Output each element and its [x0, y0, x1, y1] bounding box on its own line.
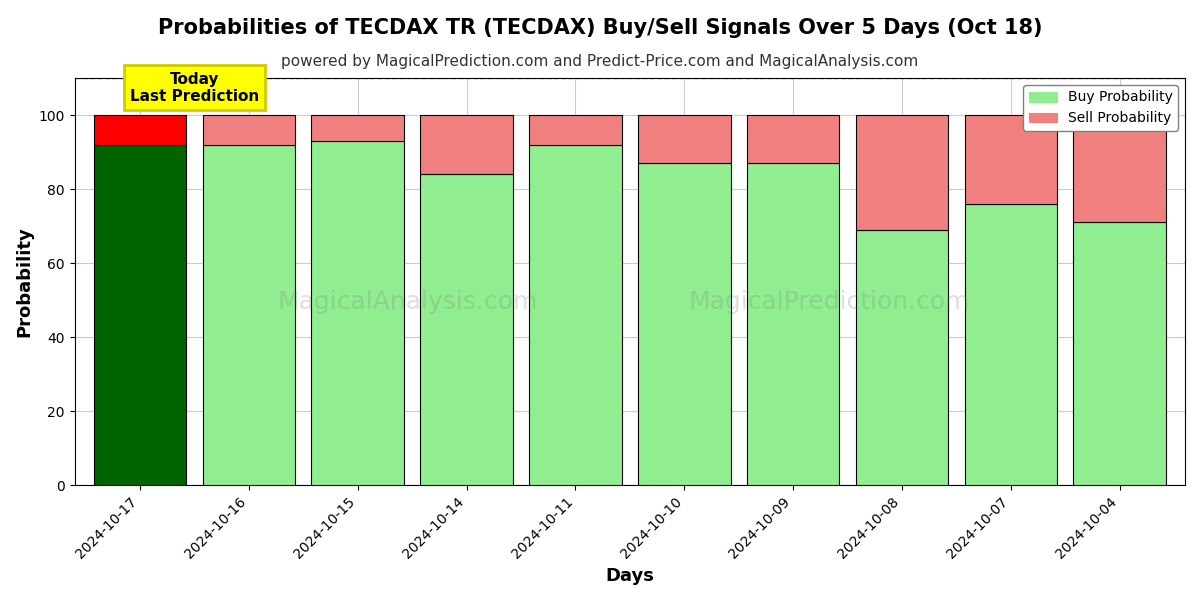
Bar [746, 163, 839, 485]
Text: Probabilities of TECDAX TR (TECDAX) Buy/Sell Signals Over 5 Days (Oct 18): Probabilities of TECDAX TR (TECDAX) Buy/… [157, 18, 1043, 38]
Legend: Buy Probability, Sell Probability: Buy Probability, Sell Probability [1024, 85, 1178, 131]
Bar [94, 115, 186, 145]
X-axis label: Days: Days [605, 567, 654, 585]
Bar [638, 115, 731, 163]
Bar [856, 230, 948, 485]
Bar [529, 115, 622, 145]
Bar [965, 115, 1057, 204]
Text: MagicalAnalysis.com: MagicalAnalysis.com [277, 290, 538, 314]
Bar [203, 145, 295, 485]
Text: Today
Last Prediction: Today Last Prediction [130, 71, 259, 104]
Bar [420, 174, 512, 485]
Bar [746, 115, 839, 163]
Bar [312, 115, 404, 141]
Bar [529, 145, 622, 485]
Bar [1074, 115, 1166, 223]
Y-axis label: Probability: Probability [16, 226, 34, 337]
Bar [94, 145, 186, 485]
Bar [312, 141, 404, 485]
Bar [965, 204, 1057, 485]
Bar [856, 115, 948, 230]
Text: MagicalPrediction.com: MagicalPrediction.com [689, 290, 971, 314]
Bar [420, 115, 512, 174]
Bar [638, 163, 731, 485]
Text: powered by MagicalPrediction.com and Predict-Price.com and MagicalAnalysis.com: powered by MagicalPrediction.com and Pre… [281, 54, 919, 69]
Bar [1074, 223, 1166, 485]
Bar [203, 115, 295, 145]
